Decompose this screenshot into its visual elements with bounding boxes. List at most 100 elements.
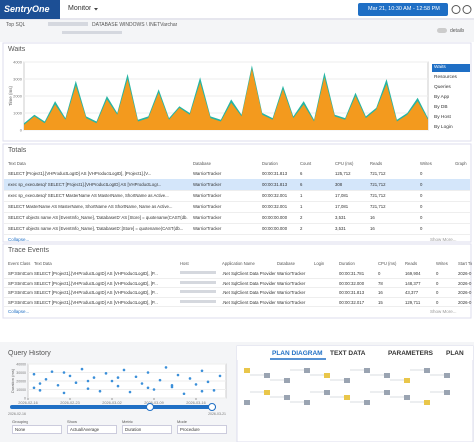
cell: WarriorTracker bbox=[193, 215, 222, 220]
cell: 0 bbox=[420, 182, 423, 187]
menu-item[interactable]: Resources bbox=[434, 75, 457, 80]
cell: WarriorTracker bbox=[193, 182, 222, 187]
cell: .Net SqlClient Data Provider bbox=[222, 299, 276, 305]
tab[interactable]: TEXT DATA bbox=[330, 350, 366, 357]
cell: WarriorTracker bbox=[277, 271, 306, 276]
cell: 00:00:31.781 bbox=[339, 271, 365, 276]
plan-node bbox=[244, 368, 250, 373]
cell: 308 bbox=[335, 182, 343, 187]
cell: SP:StmtCompleted bbox=[8, 280, 33, 286]
cell: 0 bbox=[436, 290, 439, 295]
cell: 0 bbox=[436, 271, 439, 276]
cell: 2026-0 bbox=[458, 271, 472, 276]
row[interactable] bbox=[4, 223, 470, 235]
collapse-link[interactable]: Collapse... bbox=[8, 309, 30, 314]
breadcrumb-path: DATABASE WINDOWS \ INETVarchar bbox=[92, 22, 178, 28]
filter-label: Mode bbox=[177, 419, 188, 424]
menu-item[interactable]: By App bbox=[434, 95, 450, 100]
refresh-icon[interactable] bbox=[451, 5, 461, 14]
row[interactable] bbox=[4, 297, 470, 307]
cell: 2 bbox=[300, 226, 303, 231]
tab-active[interactable]: PLAN DIAGRAM bbox=[272, 350, 323, 357]
cell: 00:00:32.017 bbox=[339, 299, 365, 305]
plan-node bbox=[244, 400, 250, 405]
plan-node bbox=[424, 400, 430, 405]
section-title: Query History bbox=[8, 350, 51, 357]
date-bg[interactable] bbox=[358, 3, 448, 16]
cell: 0 bbox=[420, 215, 423, 220]
menu-item[interactable]: By Host bbox=[434, 115, 451, 120]
tab[interactable]: PLAN bbox=[446, 350, 464, 357]
menu-item-active[interactable]: Waits bbox=[432, 64, 470, 72]
plan-node bbox=[284, 395, 290, 400]
cell: SP:StmtCompleted bbox=[8, 290, 33, 295]
cell: SELECT [Project1].[VHProductLogID] AS [V… bbox=[8, 171, 152, 176]
tab[interactable]: PARAMETERS bbox=[388, 350, 434, 357]
filter-select[interactable]: Duration bbox=[122, 425, 172, 434]
date-range[interactable]: Mar 21, 10:30 AM - 12:58 PM bbox=[368, 6, 440, 12]
blurred-host bbox=[180, 280, 216, 284]
cell: .Net SqlClient Data Provider bbox=[222, 290, 276, 295]
plan-tabs bbox=[237, 346, 473, 360]
plan-node bbox=[324, 390, 330, 395]
cell: WarriorTracker bbox=[193, 226, 222, 231]
module-select[interactable]: Monitor bbox=[68, 5, 92, 12]
menu-item[interactable]: By Login bbox=[434, 125, 453, 130]
filter-select[interactable]: None bbox=[12, 425, 62, 434]
cell: SELECT [Project1].[VHProductLogID] AS [V… bbox=[34, 271, 158, 276]
column-header: Event Class bbox=[8, 261, 31, 266]
blur bbox=[62, 31, 122, 34]
menu-item[interactable]: By DB bbox=[434, 105, 448, 110]
collapse-link[interactable]: Collapse... bbox=[8, 237, 30, 242]
column-header: Host bbox=[180, 261, 189, 266]
breadcrumb-root[interactable]: Top SQL bbox=[6, 22, 26, 28]
filter-select[interactable]: Actual/Average bbox=[67, 425, 117, 434]
cell: 2026-0 bbox=[458, 280, 472, 286]
cell: 169,904 bbox=[405, 271, 421, 276]
details-label[interactable]: details bbox=[450, 28, 465, 34]
cell: 2026-0 bbox=[458, 290, 472, 295]
cell: 00:00:31.813 bbox=[262, 171, 288, 176]
row-selected[interactable] bbox=[4, 179, 470, 191]
show-more-link[interactable]: Show More... bbox=[430, 309, 457, 314]
plan-node bbox=[444, 390, 450, 395]
plan-node bbox=[324, 373, 330, 378]
section-title: Totals bbox=[8, 147, 27, 154]
filter-select[interactable]: Procedure bbox=[177, 425, 227, 434]
blurred-host bbox=[180, 299, 216, 303]
column-header: Duration bbox=[339, 261, 355, 266]
cell: SELECT [Project1].[VHProductLogID] AS [V… bbox=[34, 280, 158, 286]
row[interactable] bbox=[4, 190, 470, 202]
cell: 16 bbox=[370, 215, 375, 220]
menu-item[interactable]: Queries bbox=[434, 85, 451, 90]
column-header: CPU (ms) bbox=[335, 161, 354, 166]
cell: 1 bbox=[300, 193, 303, 198]
cell: WarriorTracker bbox=[193, 171, 222, 176]
show-more-link[interactable]: Show More... bbox=[430, 237, 457, 242]
column-header: Reads bbox=[370, 161, 383, 166]
column-header: Text Data bbox=[8, 161, 26, 166]
row[interactable] bbox=[4, 287, 470, 298]
help-icon[interactable] bbox=[462, 5, 472, 14]
row[interactable] bbox=[4, 268, 470, 279]
cell: exec sp_executesql' SELECT MasterName AS… bbox=[8, 193, 169, 198]
row[interactable] bbox=[4, 201, 470, 213]
cell: 0 bbox=[420, 171, 423, 176]
panel bbox=[2, 243, 472, 319]
column-header: Reads bbox=[405, 261, 418, 266]
plan-node bbox=[364, 400, 370, 405]
row[interactable] bbox=[4, 278, 470, 288]
toggle[interactable] bbox=[437, 28, 447, 33]
filter-label: Metric bbox=[122, 419, 133, 424]
cell: WarriorTracker bbox=[193, 204, 222, 209]
row[interactable] bbox=[4, 212, 470, 224]
cell: 721,712 bbox=[370, 193, 386, 198]
cell: 78 bbox=[378, 280, 383, 286]
cell: WarriorTracker bbox=[193, 193, 222, 198]
cell: 721,712 bbox=[370, 171, 386, 176]
plan-node bbox=[424, 368, 430, 373]
cell: SELECT MasterName AS MasterName, ShortNa… bbox=[8, 204, 173, 209]
cell: WarriorTracker bbox=[277, 280, 306, 286]
column-header: Writes bbox=[420, 161, 432, 166]
